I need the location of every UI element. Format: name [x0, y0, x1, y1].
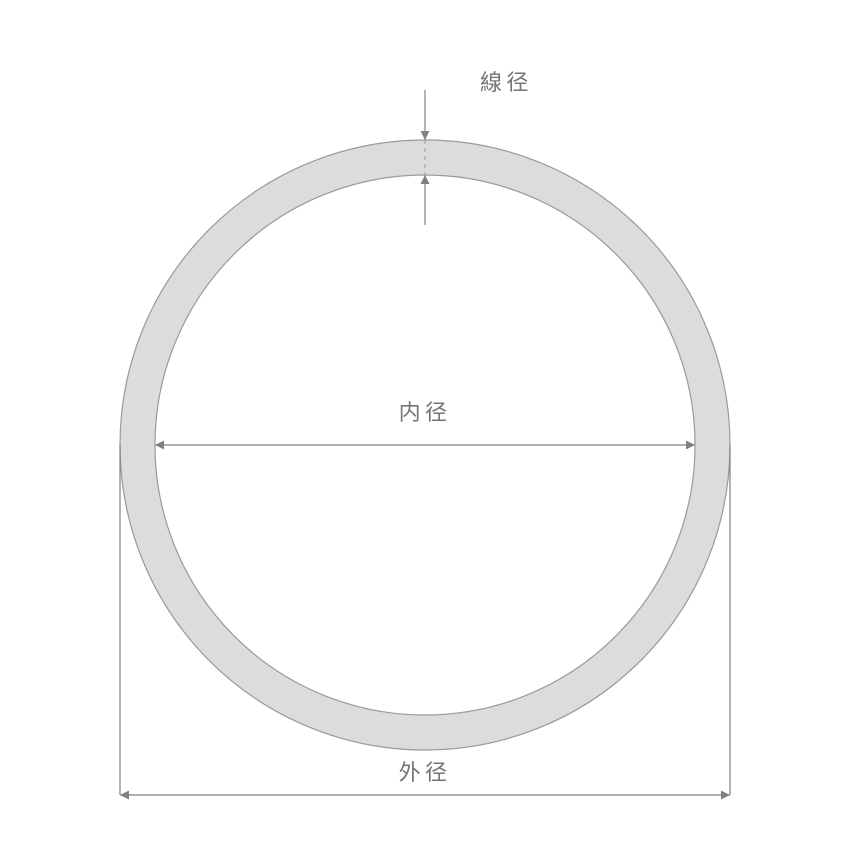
- outer-diameter-label: 外径: [399, 760, 452, 785]
- inner-diameter-label: 内径: [399, 400, 452, 425]
- thickness-label: 線径: [480, 70, 533, 95]
- ring-dimension-diagram: 内径外径 線径: [0, 0, 850, 850]
